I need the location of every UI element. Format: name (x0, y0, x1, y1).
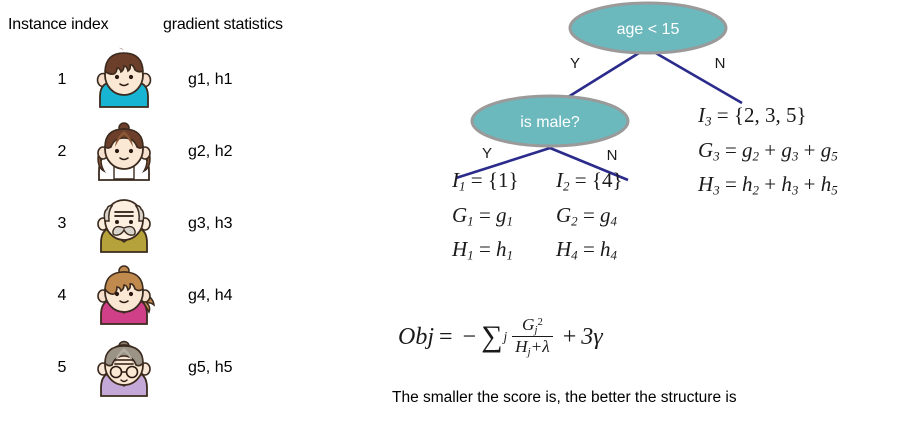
summation-index: j (503, 329, 508, 345)
edge-child-no (549, 146, 629, 182)
objective-lhs: Obj (398, 323, 434, 350)
leaf3-line-H: H3 = h2 + h3 + h5 (698, 172, 838, 198)
objective-denominator: Hj+λ (512, 336, 553, 358)
tree-node-root[interactable]: age < 15 (568, 1, 728, 55)
tree-node-root-label: age < 15 (617, 21, 680, 38)
gradient-statistics-value: g3, h3 (188, 215, 233, 232)
column-header-instance-index: Instance index (8, 16, 109, 33)
edge-label-root-no: N (715, 55, 726, 72)
tree-node-is-male[interactable]: is male? (470, 94, 630, 148)
edge-label-child-yes: Y (482, 145, 492, 162)
edge-label-root-yes: Y (570, 55, 580, 72)
edge-root-yes (559, 46, 648, 104)
objective-equals: = (439, 323, 453, 350)
leaf-stats-block-3: I3 = {2, 3, 5} G3 = g2 + g3 + g5 H3 = h2… (698, 101, 838, 205)
tree-graphic: age < 15 is male? Y N Y N (455, 1, 743, 182)
decision-tree-panel: age < 15 is male? Y N Y N I1 = {1} G1 = … (360, 0, 920, 421)
leaf2-line-G: G2 = g4 (556, 202, 618, 229)
instance-index-value: 2 (57, 143, 67, 160)
tree-node-is-male-label: is male? (520, 114, 580, 131)
gradient-statistics-value: g1, h1 (188, 71, 233, 88)
woman-ponytail-pink-avatar (90, 263, 158, 331)
table-row: 4 g4, h4 (0, 261, 360, 333)
edge-child-yes (455, 146, 551, 180)
instance-index-value: 1 (57, 71, 67, 88)
leaf2-line-I: I2 = {4} (556, 168, 623, 194)
boy-teal-shirt-avatar (90, 47, 158, 115)
gradient-statistics-value: g5, h5 (188, 359, 233, 376)
leaf2-line-H: H4 = h4 (556, 237, 618, 263)
table-row: 1 g1, h1 (0, 45, 360, 117)
instance-index-value: 3 (57, 215, 67, 232)
summation-icon: ∑ (481, 320, 503, 354)
objective-minus: − (462, 323, 477, 350)
leaf-stats-block-1: I1 = {1} G1 = g1 H1 = h1 (452, 166, 519, 270)
old-woman-glasses-avatar (90, 335, 158, 403)
gradient-statistics-value: g2, h2 (188, 143, 233, 160)
leaf3-line-G: G3 = g2 + g3 + g5 (698, 137, 838, 164)
leaf-stats-block-2: I2 = {4} G2 = g4 H4 = h4 (556, 166, 623, 270)
instance-index-value: 4 (57, 287, 67, 304)
table-row: 2 g2, h2 (0, 117, 360, 189)
instance-index-value: 5 (57, 359, 67, 376)
old-man-mustache-avatar (90, 191, 158, 259)
column-header-gradient-statistics: gradient statistics (163, 16, 283, 33)
objective-plus: + (562, 323, 577, 350)
edge-root-no (646, 46, 743, 105)
objective-numerator: Gj2 (522, 315, 543, 336)
table-row: 5 g5, h5 (0, 333, 360, 405)
tree-edges (455, 46, 743, 182)
objective-function: Obj = − ∑ j Gj2 Hj+λ + 3γ (398, 315, 603, 359)
instance-table: Instance index gradient statistics 1 g1,… (0, 0, 360, 421)
objective-fraction: Gj2 Hj+λ (512, 315, 553, 359)
table-row: 3 g3, h3 (0, 189, 360, 261)
leaf1-line-G: G1 = g1 (452, 202, 514, 229)
leaf1-line-H: H1 = h1 (452, 237, 514, 263)
objective-gamma-term: 3γ (581, 323, 603, 350)
gradient-statistics-value: g4, h4 (188, 287, 233, 304)
girl-brown-hair-avatar (90, 119, 158, 187)
edge-label-child-no: N (607, 147, 618, 164)
leaf1-line-I: I1 = {1} (452, 168, 519, 194)
caption-text: The smaller the score is, the better the… (392, 389, 737, 406)
leaf3-line-I: I3 = {2, 3, 5} (698, 103, 807, 129)
